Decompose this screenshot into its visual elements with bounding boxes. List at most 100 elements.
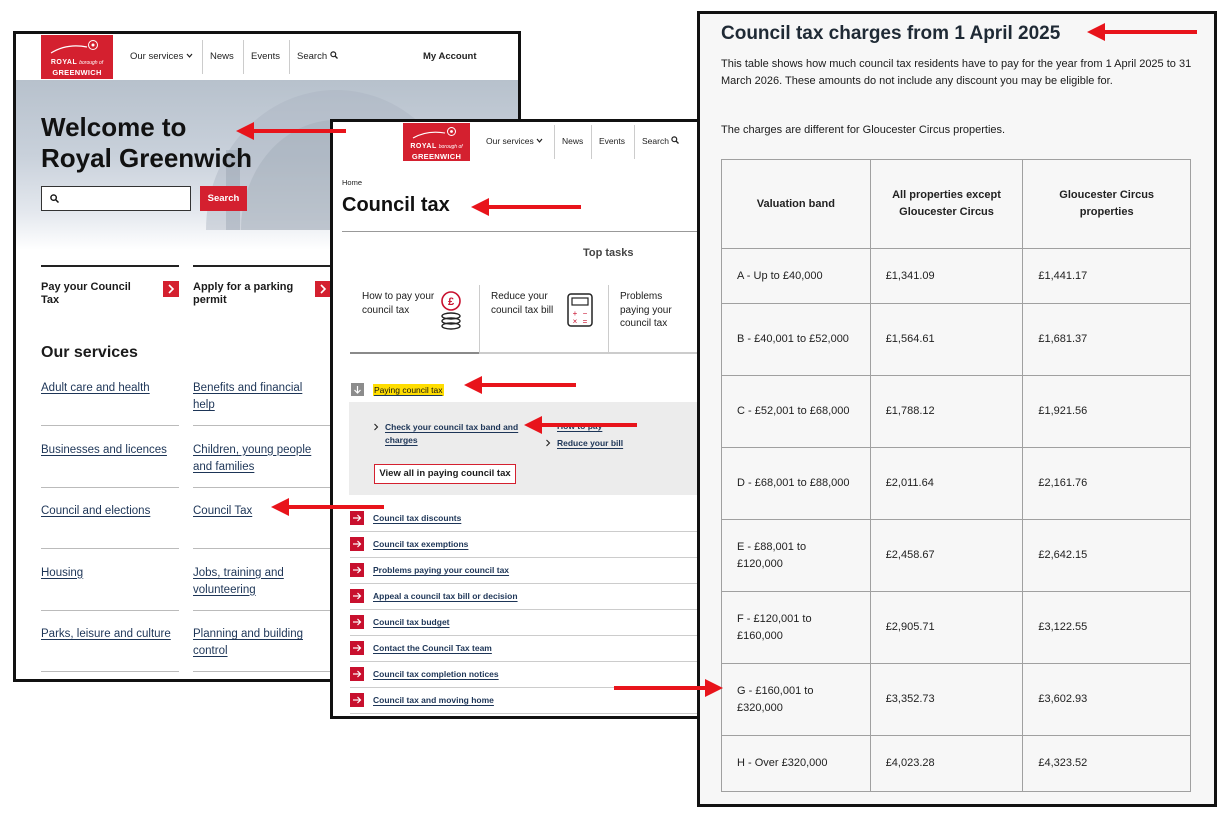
link-text: Problems paying your council tax — [373, 565, 510, 575]
nav-separator — [591, 125, 592, 159]
nav-item[interactable]: Our services — [486, 136, 543, 146]
top-task[interactable]: How to pay your council tax — [362, 291, 435, 316]
accordion-icon[interactable] — [351, 383, 364, 396]
link-text: Council tax exemptions — [373, 539, 469, 549]
table-cell: £2,161.76 — [1022, 447, 1191, 520]
top-task[interactable]: Problems paying your council tax — [620, 291, 672, 329]
link-row[interactable]: Council tax and moving home — [350, 688, 697, 714]
service-link[interactable]: Council and elections — [41, 505, 151, 517]
top-task[interactable]: Reduce your council tax bill — [491, 291, 554, 316]
link-row[interactable]: Council tax exemptions — [350, 532, 697, 558]
task-separator — [479, 285, 480, 352]
link-row[interactable]: Problems paying your council tax — [350, 558, 697, 584]
link-row[interactable]: Appeal a council tax bill or decision — [350, 584, 697, 610]
service-link[interactable]: Benefits and financial help — [193, 382, 303, 411]
table-cell: H - Over £320,000 — [721, 735, 871, 792]
service-link[interactable]: Council Tax — [193, 505, 253, 517]
service-link[interactable]: Planning and building control — [193, 628, 303, 657]
link-row[interactable]: Council tax completion notices — [350, 662, 697, 688]
link-row[interactable]: Council tax budget — [350, 610, 697, 636]
table-cell: D - £68,001 to £88,000 — [721, 447, 871, 520]
logo-text: borough of — [438, 144, 463, 150]
logo-text: ROYAL — [410, 143, 437, 150]
table-row: F - £120,001 to £160,000 £2,905.71 £3,122.… — [721, 591, 1191, 664]
account-link[interactable]: My Account — [423, 51, 477, 62]
nav-separator — [243, 40, 244, 74]
table-cell: £2,905.71 — [869, 591, 1024, 664]
nav-item[interactable]: Search — [642, 136, 680, 146]
service-link[interactable]: Jobs, training and volunteering — [193, 566, 284, 596]
view-all-button[interactable]: View all in paying council tax — [374, 464, 516, 484]
table-cell: A - Up to £40,000 — [721, 248, 871, 304]
search-input[interactable] — [41, 186, 191, 211]
link-row[interactable]: Contact the Council Tax team — [350, 636, 697, 662]
logo[interactable]: ROYAL borough of GREENWICH — [403, 123, 470, 161]
table-header-row: Valuation band All properties except Glo… — [721, 159, 1191, 249]
nav-item[interactable]: News — [562, 136, 584, 146]
accordion-link[interactable]: How to pay — [557, 421, 603, 431]
calculator-icon: + −× = — [567, 293, 593, 327]
task-arrow — [163, 281, 179, 297]
logo-emblem — [88, 40, 98, 50]
paragraph: This table shows how much council tax re… — [721, 58, 1192, 87]
logo-emblem — [447, 127, 456, 136]
link-icon — [350, 615, 364, 629]
page-title: Council tax — [342, 194, 450, 216]
table-cell: £1,341.09 — [869, 248, 1024, 304]
nav-item[interactable]: Events — [599, 136, 625, 146]
accordion-link[interactable]: Reduce your bill — [557, 438, 624, 448]
paragraph: The charges are different for Gloucester… — [721, 124, 1006, 136]
logo[interactable]: ROYAL borough of GREENWICH — [41, 35, 113, 79]
logo-text: ROYAL — [50, 59, 78, 66]
service-link[interactable]: Businesses and licences — [41, 443, 167, 456]
breadcrumb[interactable]: Home — [342, 178, 363, 187]
service-divider — [41, 486, 179, 488]
nav-item[interactable]: News — [210, 51, 234, 62]
table-row: E - £88,001 to £120,000 £2,458.67 £2,642.1… — [721, 519, 1191, 592]
search-button[interactable]: Search — [200, 186, 247, 211]
task-card[interactable]: Apply for a parking permit — [193, 265, 331, 307]
service-link[interactable]: Parks, leisure and culture — [41, 628, 171, 640]
table-row: G - £160,001 to £320,000 £3,352.73 £3,602.… — [721, 663, 1191, 736]
service-divider — [193, 671, 331, 672]
table-cell: C - £52,001 to £68,000 — [721, 375, 871, 448]
link-icon — [350, 511, 364, 525]
table-row: C - £52,001 to £68,000 £1,788.12 £1,921.56 — [721, 375, 1191, 448]
service-divider — [41, 548, 179, 549]
task-text: Pay your Council Tax — [41, 281, 131, 306]
task-card[interactable]: Pay your Council Tax — [41, 265, 179, 307]
table-cell: £1,788.12 — [869, 375, 1024, 448]
nav-item[interactable]: Search — [297, 51, 338, 62]
service-link[interactable]: Housing — [41, 566, 84, 579]
logo-text: borough of — [79, 60, 104, 66]
chevron-icon — [186, 53, 193, 58]
task-text: Apply for a parking permit — [193, 281, 294, 306]
accordion-title[interactable]: Paying council tax — [373, 384, 444, 396]
charges-table: Valuation band All properties except Glo… — [721, 159, 1191, 792]
svg-text:£: £ — [448, 296, 454, 308]
search-icon — [671, 136, 680, 144]
nav-item[interactable]: Our services — [130, 51, 193, 62]
table-cell: £1,921.56 — [1022, 375, 1191, 448]
service-link[interactable]: Children, young people and families — [193, 443, 312, 473]
page-title: Council tax charges from 1 April 2025 — [721, 23, 1061, 44]
table-header: Valuation band — [721, 159, 871, 249]
search-icon — [330, 51, 338, 59]
chevron-icon — [536, 138, 543, 143]
link-icon — [350, 667, 364, 681]
hero-title: Royal Greenwich — [41, 143, 252, 173]
service-link[interactable]: Adult care and health — [41, 382, 150, 394]
svg-text:=: = — [583, 317, 588, 326]
nav-separator — [554, 125, 555, 159]
link-row[interactable]: Council tax discounts — [350, 506, 697, 532]
nav-separator — [289, 40, 290, 74]
table-cell: £3,602.93 — [1022, 663, 1191, 736]
table-header: All properties except Gloucester Circus — [869, 159, 1024, 249]
table-row: B - £40,001 to £52,000 £1,564.61 £1,681.37 — [721, 303, 1191, 376]
nav-item[interactable]: Events — [251, 51, 281, 62]
council-tax-screenshot: ROYAL borough of GREENWICH Our services N… — [330, 119, 700, 719]
nav-separator — [202, 40, 203, 74]
accordion-link[interactable]: Check your council tax band and charges — [385, 422, 519, 445]
table-cell: G - £160,001 to £320,000 — [721, 663, 871, 736]
